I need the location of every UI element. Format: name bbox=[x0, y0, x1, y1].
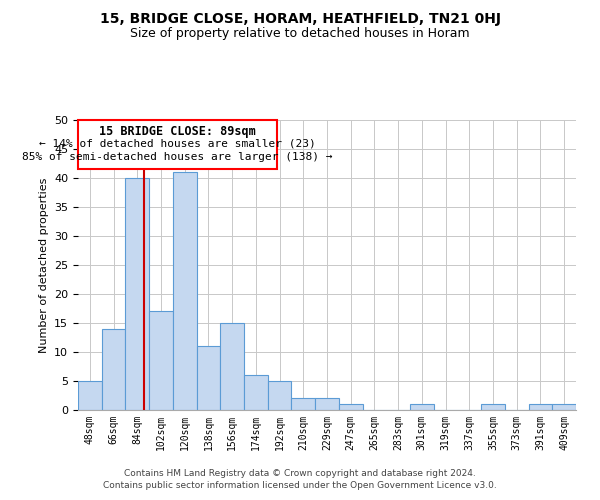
Bar bbox=[244, 375, 268, 410]
Bar bbox=[552, 404, 576, 410]
Text: Size of property relative to detached houses in Horam: Size of property relative to detached ho… bbox=[130, 28, 470, 40]
Bar bbox=[529, 404, 552, 410]
Text: ← 14% of detached houses are smaller (23): ← 14% of detached houses are smaller (23… bbox=[39, 138, 316, 148]
Bar bbox=[268, 381, 292, 410]
Bar bbox=[197, 346, 220, 410]
Bar bbox=[173, 172, 197, 410]
Bar bbox=[292, 398, 315, 410]
Bar bbox=[125, 178, 149, 410]
Bar bbox=[481, 404, 505, 410]
Bar bbox=[315, 398, 339, 410]
Text: 85% of semi-detached houses are larger (138) →: 85% of semi-detached houses are larger (… bbox=[22, 152, 333, 162]
Bar bbox=[149, 312, 173, 410]
Bar bbox=[339, 404, 362, 410]
Text: Contains public sector information licensed under the Open Government Licence v3: Contains public sector information licen… bbox=[103, 481, 497, 490]
Text: Contains HM Land Registry data © Crown copyright and database right 2024.: Contains HM Land Registry data © Crown c… bbox=[124, 468, 476, 477]
Bar bbox=[102, 329, 125, 410]
Bar bbox=[410, 404, 434, 410]
Y-axis label: Number of detached properties: Number of detached properties bbox=[38, 178, 49, 352]
Bar bbox=[220, 323, 244, 410]
Text: 15, BRIDGE CLOSE, HORAM, HEATHFIELD, TN21 0HJ: 15, BRIDGE CLOSE, HORAM, HEATHFIELD, TN2… bbox=[100, 12, 500, 26]
Text: 15 BRIDGE CLOSE: 89sqm: 15 BRIDGE CLOSE: 89sqm bbox=[99, 124, 256, 138]
Bar bbox=[78, 120, 277, 170]
Bar bbox=[78, 381, 102, 410]
